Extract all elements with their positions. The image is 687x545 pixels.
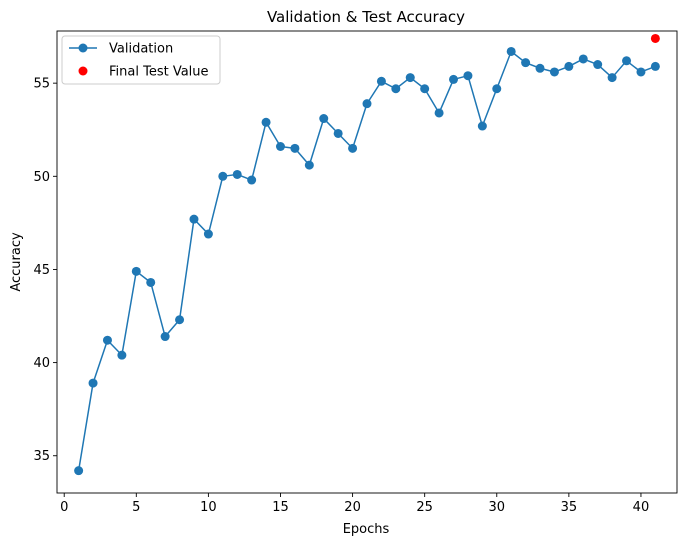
validation-point (333, 128, 343, 138)
x-tick-label: 0 (60, 500, 68, 515)
y-tick-label: 50 (33, 170, 50, 185)
plot-area-frame (56, 30, 678, 494)
validation-point (131, 266, 141, 276)
validation-point (160, 332, 170, 342)
validation-point (549, 67, 559, 77)
x-tick-label: 30 (488, 500, 505, 515)
validation-point (362, 99, 372, 109)
y-tick-label: 55 (33, 77, 50, 92)
x-tick-label: 20 (344, 500, 361, 515)
validation-point (405, 73, 415, 83)
validation-point (74, 466, 84, 476)
validation-line (77, 50, 656, 471)
legend-validation-label: Validation (109, 42, 173, 57)
validation-point (146, 277, 156, 287)
validation-point (376, 76, 386, 86)
validation-point (636, 67, 646, 77)
y-axis-label: Accuracy (9, 232, 24, 292)
validation-point (607, 73, 617, 83)
validation-point (275, 142, 285, 151)
validation-point (420, 84, 430, 94)
series-layer (74, 33, 660, 476)
validation-point (506, 46, 516, 56)
validation-point (535, 63, 545, 73)
validation-point (463, 71, 473, 81)
validation-point (564, 61, 574, 71)
validation-point (203, 229, 213, 239)
x-axis: 0 5 10 15 20 25 30 35 40 (60, 493, 649, 515)
validation-point (88, 378, 98, 388)
validation-point (391, 84, 401, 94)
validation-point (477, 121, 487, 131)
legend-validation-marker (78, 43, 88, 53)
legend-box (61, 35, 221, 85)
x-tick-label: 10 (200, 500, 217, 515)
y-axis: 35 40 45 50 55 (33, 77, 57, 464)
validation-point (232, 169, 242, 179)
y-tick-label: 45 (33, 263, 50, 278)
validation-point (492, 84, 502, 94)
validation-point (449, 74, 459, 84)
validation-point (304, 160, 314, 170)
legend-test-marker (78, 66, 88, 76)
validation-point (117, 350, 127, 360)
x-tick-label: 35 (561, 500, 578, 515)
legend: Validation Final Test Value (61, 35, 221, 85)
validation-point (218, 171, 228, 181)
validation-point (622, 56, 632, 66)
validation-point (434, 108, 444, 118)
validation-point (319, 114, 329, 124)
y-tick-label: 35 (33, 449, 50, 464)
x-axis-label: Epochs (343, 522, 390, 537)
validation-point (593, 60, 603, 70)
chart-title: Validation & Test Accuracy (267, 8, 465, 26)
validation-point (348, 143, 358, 153)
validation-point (521, 58, 531, 68)
x-tick-label: 40 (633, 500, 650, 515)
validation-point (650, 61, 660, 71)
validation-point (102, 335, 112, 345)
x-tick-label: 5 (132, 500, 140, 515)
legend-test-label: Final Test Value (109, 65, 209, 80)
final-test-point (650, 33, 660, 43)
validation-point (247, 175, 257, 185)
y-tick-label: 40 (33, 356, 50, 371)
x-tick-label: 25 (416, 500, 433, 515)
validation-point (578, 54, 588, 64)
validation-point (189, 214, 199, 224)
validation-point (175, 315, 185, 325)
validation-point (290, 143, 300, 153)
validation-point (261, 117, 271, 127)
x-tick-label: 15 (272, 500, 289, 515)
